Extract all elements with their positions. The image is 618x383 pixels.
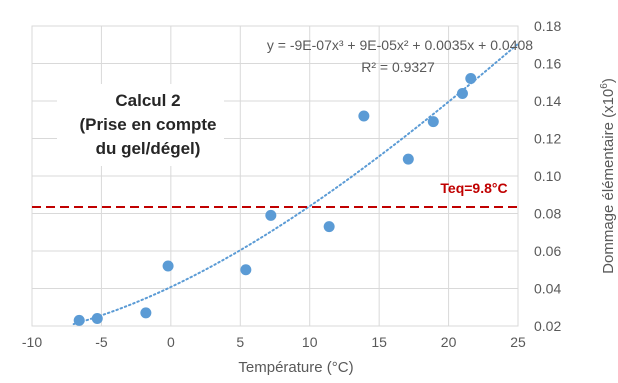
data-point	[456, 88, 468, 99]
data-point	[358, 110, 370, 122]
y-axis-title-close: )	[600, 78, 617, 83]
y-tick-label: 0.10	[534, 168, 561, 184]
data-point	[427, 116, 439, 128]
x-tick-label: 20	[441, 334, 457, 350]
y-tick-label: 0.18	[534, 18, 561, 34]
y-tick-label: 0.16	[534, 56, 561, 72]
data-point	[465, 73, 477, 84]
x-tick-label: 0	[167, 334, 175, 350]
data-point	[265, 209, 277, 221]
trendline-equation: y = -9E-07x³ + 9E-05x² + 0.0035x + 0.040…	[267, 37, 533, 53]
data-point	[73, 314, 85, 326]
data-point	[240, 264, 252, 276]
data-point	[323, 221, 335, 233]
x-tick-labels: -10 -5 0 5 10 15 20 25	[22, 334, 526, 350]
annotation-line-2: (Prise en compte	[80, 115, 217, 134]
y-axis-title: Dommage élémentaire (x106)	[599, 78, 617, 274]
y-tick-label: 0.04	[534, 281, 561, 297]
x-tick-label: -5	[95, 334, 108, 350]
annotation-box	[57, 84, 224, 166]
y-axis-title-main: Dommage élémentaire (x10	[600, 89, 617, 274]
gridlines	[31, 25, 519, 327]
x-tick-label: 10	[302, 334, 318, 350]
x-tick-label: 25	[510, 334, 526, 350]
x-axis-title: Température (°C)	[238, 359, 353, 376]
data-point	[162, 260, 174, 272]
x-tick-label: 15	[371, 334, 387, 350]
y-tick-label: 0.14	[534, 93, 561, 109]
reference-line-label: Teq=9.8°C	[440, 180, 507, 196]
annotation-line-3: du gel/dégel)	[96, 139, 201, 158]
x-tick-label: -10	[22, 334, 42, 350]
trendline	[72, 42, 519, 326]
annotation-line-1: Calcul 2	[115, 91, 180, 110]
y-tick-label: 0.12	[534, 131, 561, 147]
y-tick-label: 0.08	[534, 206, 561, 222]
trendline-layer	[72, 42, 519, 326]
data-point	[91, 313, 103, 324]
y-tick-label: 0.06	[534, 243, 561, 259]
y-tick-label: 0.02	[534, 318, 561, 334]
data-point	[402, 153, 414, 165]
data-points	[73, 73, 477, 326]
x-tick-label: 5	[236, 334, 244, 350]
y-tick-labels: 0.02 0.04 0.06 0.08 0.10 0.12 0.14 0.16 0.18	[534, 18, 561, 334]
y-axis-title-sup: 6	[599, 83, 610, 89]
r-squared-label: R² = 0.9327	[361, 59, 435, 75]
data-point	[140, 307, 152, 319]
